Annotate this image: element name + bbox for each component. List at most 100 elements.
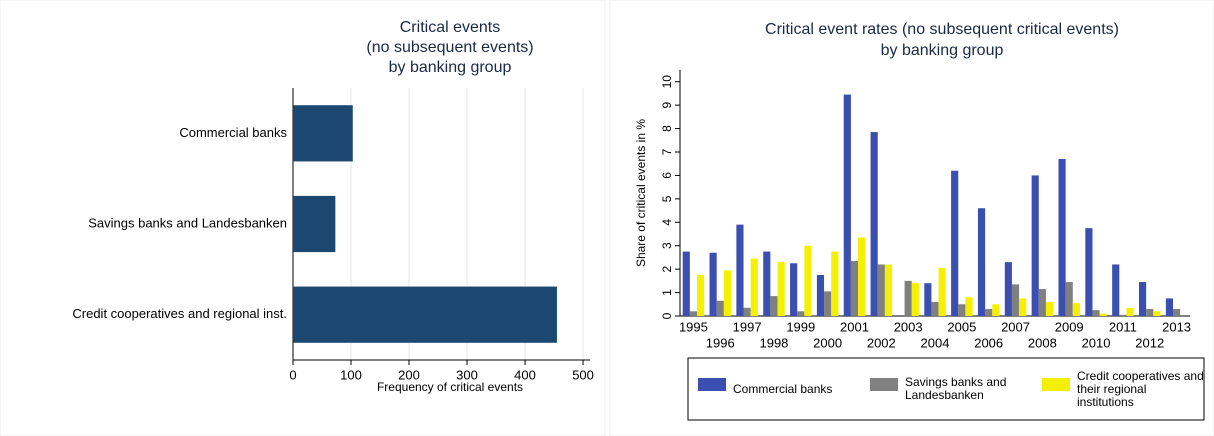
x-tick-label: 2008 — [1028, 335, 1057, 350]
bar — [293, 195, 336, 253]
bar — [938, 267, 946, 316]
bar — [870, 132, 878, 316]
x-tick-label: 2012 — [1135, 335, 1164, 350]
x-tick-label: 2010 — [1082, 335, 1111, 350]
bar — [924, 283, 932, 316]
bar — [1019, 298, 1027, 316]
bar — [858, 237, 866, 316]
y-tick-label: 5 — [660, 195, 674, 202]
bar — [1165, 298, 1173, 316]
bar — [1065, 282, 1073, 316]
bar — [1099, 313, 1107, 316]
x-tick-label: 2013 — [1162, 319, 1191, 334]
bar — [682, 251, 690, 316]
bar — [1004, 262, 1012, 316]
bar — [931, 301, 939, 316]
bar — [750, 258, 758, 316]
bar — [1126, 307, 1134, 316]
x-tick-label: 2002 — [867, 335, 896, 350]
bar — [884, 264, 893, 316]
bar — [743, 307, 751, 316]
bar — [1038, 289, 1046, 316]
x-tick-label: 1999 — [786, 319, 815, 334]
bar — [1153, 311, 1161, 316]
bar — [965, 297, 973, 316]
chart-title: by banking group — [389, 59, 512, 76]
legend-swatch — [870, 378, 898, 391]
x-tick-label: 0 — [289, 367, 296, 382]
legend-box — [687, 357, 1205, 421]
bar — [1072, 303, 1080, 316]
bar — [1085, 228, 1093, 316]
bar — [977, 208, 986, 316]
x-tick-label: 200 — [398, 367, 420, 382]
bar — [804, 245, 812, 316]
bar — [816, 275, 825, 316]
bar — [723, 270, 731, 316]
x-tick-label: 2011 — [1109, 319, 1137, 334]
x-tick-label: 1998 — [759, 335, 788, 350]
x-tick-label: 2004 — [921, 335, 950, 350]
chart-title: Critical events — [400, 19, 500, 36]
y-tick-label: Savings banks and Landesbanken — [88, 215, 287, 230]
x-tick-label: 400 — [514, 367, 536, 382]
y-tick-label: 2 — [660, 265, 674, 272]
legend-label: Credit cooperatives and their regional i… — [1077, 368, 1204, 409]
bar — [689, 311, 697, 316]
x-tick-label: 500 — [572, 367, 594, 382]
bar — [911, 283, 919, 316]
legend-label: Savings banks and Landesbanken — [905, 375, 1007, 402]
y-tick-label: 8 — [660, 125, 674, 132]
y-tick-label: 4 — [660, 219, 674, 226]
x-axis-label: Frequency of critical events — [377, 380, 523, 394]
chart-title: by banking group — [881, 42, 1004, 59]
bar — [790, 263, 798, 316]
bar — [1146, 308, 1154, 316]
bar — [777, 262, 785, 316]
bar — [1031, 175, 1039, 316]
bar — [985, 308, 993, 316]
y-tick-label: 3 — [660, 242, 674, 249]
x-tick-label: 1996 — [706, 335, 735, 350]
x-tick-label: 2007 — [1001, 319, 1030, 334]
bar — [1045, 301, 1054, 316]
y-axis-label: Share of critical events in % — [634, 119, 648, 267]
bar — [958, 304, 966, 316]
chart-title: Critical event rates (no subsequent crit… — [765, 21, 1119, 38]
x-tick-label: 2001 — [840, 319, 869, 334]
bar — [716, 300, 724, 316]
bar — [992, 304, 1000, 316]
bar — [697, 275, 705, 316]
legend-entry: Credit cooperatives and their regional i… — [1077, 368, 1204, 409]
x-tick-label: 1997 — [733, 319, 762, 334]
bar — [1139, 282, 1147, 316]
x-tick-label: 2005 — [947, 319, 976, 334]
bar — [763, 251, 771, 316]
y-tick-label: Commercial banks — [179, 125, 287, 140]
y-tick-label: 7 — [660, 148, 674, 155]
bar — [1058, 159, 1066, 316]
y-tick-label: 10 — [660, 75, 674, 89]
legend-swatch — [698, 378, 726, 391]
bar — [770, 296, 778, 316]
bar — [293, 286, 557, 343]
y-tick-label: 0 — [660, 312, 674, 319]
bar — [843, 94, 851, 316]
bar — [824, 291, 832, 316]
y-tick-label: Credit cooperatives and regional inst. — [72, 306, 287, 321]
bar — [850, 260, 859, 316]
bar — [904, 280, 912, 316]
bar — [736, 224, 744, 316]
chart-title: (no subsequent events) — [366, 39, 533, 56]
bar — [709, 252, 717, 316]
legend-entry: Commercial banks — [733, 381, 833, 396]
bar — [1092, 310, 1100, 316]
bar — [877, 264, 885, 316]
y-tick-label: 9 — [660, 101, 674, 108]
bar — [831, 251, 839, 316]
bar — [1011, 284, 1020, 316]
bar — [1119, 314, 1127, 316]
legend-label: Commercial banks — [733, 381, 833, 396]
x-tick-label: 2000 — [813, 335, 842, 350]
y-tick-label: 1 — [660, 289, 674, 296]
